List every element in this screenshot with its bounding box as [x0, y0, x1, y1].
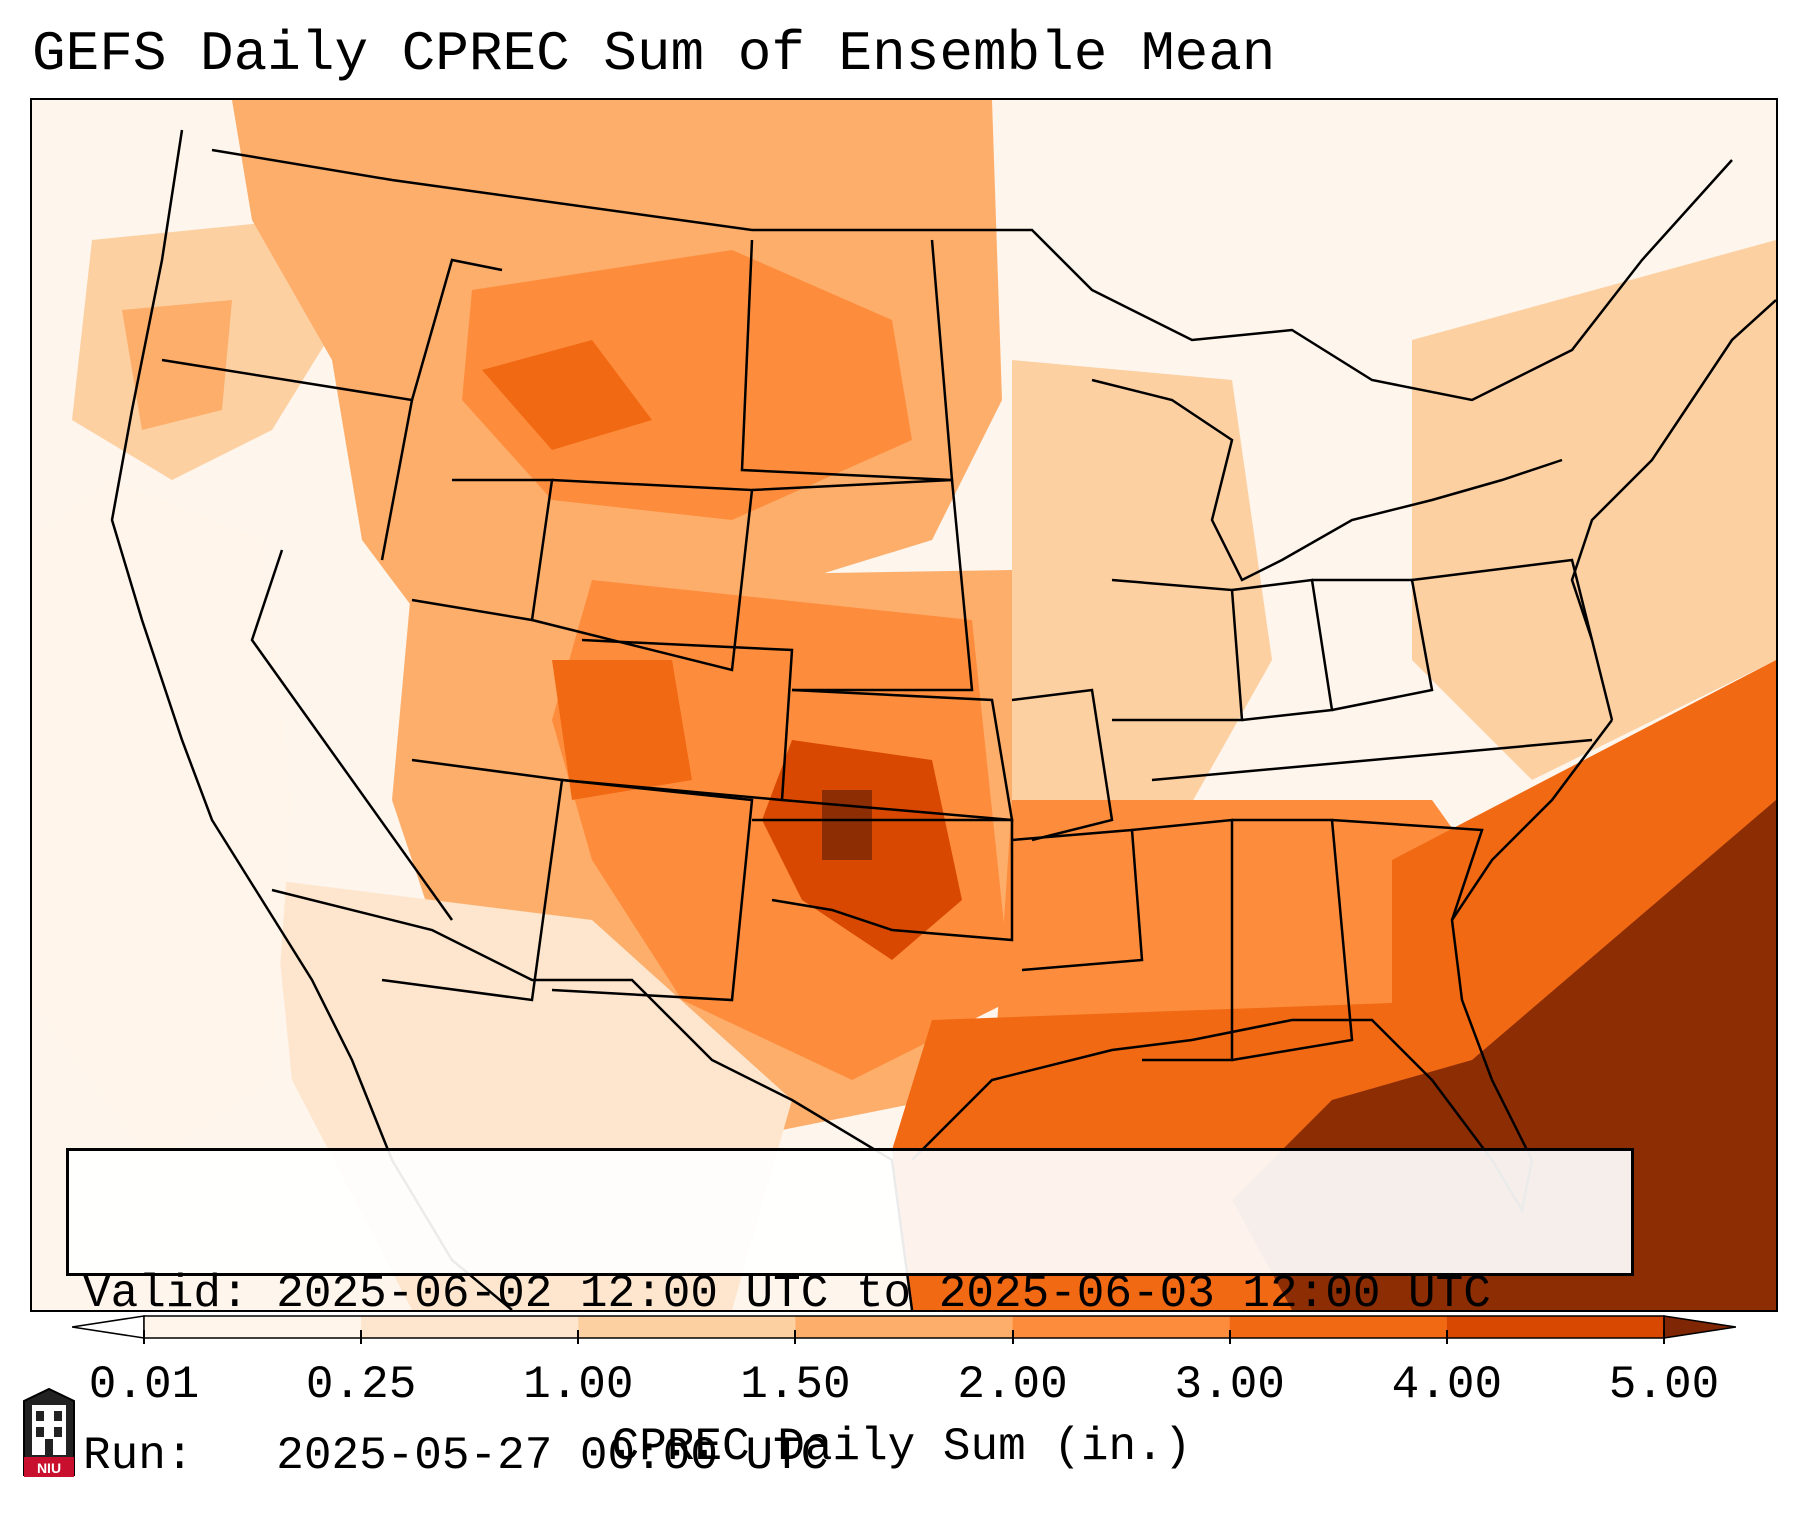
precip-region-oklahoma-peak: [822, 790, 872, 860]
colorbar-tick-label: 2.00: [957, 1359, 1068, 1411]
precip-region-west-coast-dry: [32, 480, 292, 1160]
state-line-4: [411, 478, 554, 622]
state-line-12: [752, 818, 1014, 942]
colorbar-tick: [1228, 1330, 1231, 1344]
precip-region-midwest: [1012, 360, 1272, 820]
colorbar-tick: [577, 1330, 580, 1344]
state-line-7: [751, 478, 974, 692]
precip-region-northeast: [1412, 240, 1776, 780]
state-line-19: [1231, 578, 1334, 722]
run-value: 2025-05-27 00:00 UTC: [276, 1430, 829, 1482]
state-line-20: [1312, 578, 1434, 712]
niu-logo: NIU: [23, 1387, 75, 1477]
state-line-14: [1011, 828, 1144, 972]
colorbar-ticks: [0, 1330, 1803, 1370]
state-line-16: [1231, 818, 1354, 1062]
valid-row: Valid: 2025-06-02 12:00 UTC to 2025-06-0…: [83, 1267, 1631, 1321]
state-line-15: [1131, 818, 1234, 1062]
colorbar: [72, 1315, 1736, 1339]
chart-title: GEFS Daily CPREC Sum of Ensemble Mean: [32, 22, 1276, 86]
logo-text: NIU: [37, 1460, 61, 1476]
colorbar-tick: [1663, 1330, 1665, 1344]
colorbar-tick: [794, 1330, 797, 1344]
colorbar-segment: [361, 1316, 579, 1338]
map-canvas: [32, 100, 1776, 1310]
great-lakes-outline: [1091, 378, 1563, 582]
precip-region-pacific-nw-core: [122, 300, 232, 430]
colorbar-tick-label: 5.00: [1608, 1359, 1720, 1411]
colorbar-segment: [144, 1316, 362, 1338]
precip-region-colorado-core: [552, 660, 692, 800]
colorbar-segment: [1446, 1316, 1665, 1338]
colorbar-tick-label: 0.25: [305, 1359, 417, 1411]
colorbar-segment: [578, 1316, 796, 1338]
state-line-5: [531, 478, 754, 672]
valid-label: Valid:: [83, 1268, 249, 1320]
state-line-18: [1111, 578, 1244, 722]
state-line-21: [1151, 738, 1593, 782]
colorbar-segment: [1012, 1316, 1231, 1338]
colorbar-tick-label: 1.50: [740, 1359, 851, 1411]
state-line-9: [381, 758, 564, 1002]
state-line-13: [1011, 688, 1114, 842]
precip-region-montana-core: [482, 340, 652, 450]
colorbar-tick: [1011, 1330, 1014, 1344]
colorbar-tick: [1445, 1330, 1448, 1344]
precipitation-field: [32, 100, 1776, 1310]
boundary-lines: [110, 129, 1776, 1310]
colorbar-label: CPREC Daily Sum (in.): [611, 1421, 1192, 1473]
state-line-2: [250, 549, 454, 921]
validity-info-box: Valid: 2025-06-02 12:00 UTC to 2025-06-0…: [66, 1148, 1634, 1482]
valid-value: 2025-06-02 12:00 UTC to 2025-06-03 12:00…: [276, 1268, 1491, 1320]
colorbar-tick-label: 0.01: [88, 1359, 200, 1411]
colorbar-segment: [1229, 1316, 1448, 1338]
colorbar-segment: [795, 1316, 1014, 1338]
state-line-11: [781, 688, 1014, 822]
state-line-10: [551, 778, 754, 1002]
colorbar-tick-label: 3.00: [1174, 1359, 1285, 1411]
colorbar-tick-label: 1.00: [523, 1359, 634, 1411]
run-row: Run: 2025-05-27 00:00 UTC: [83, 1429, 1631, 1483]
run-label: Run:: [83, 1430, 194, 1482]
state-line-22: [1411, 558, 1594, 641]
state-line-17: [1331, 818, 1484, 921]
state-line-8: [561, 638, 794, 802]
state-line-3: [410, 258, 503, 401]
precip-region-northern-rockies-core: [462, 250, 912, 520]
colorbar-tick-label: 4.00: [1391, 1359, 1503, 1411]
colorbar-tick: [360, 1330, 363, 1344]
colorbar-tick: [143, 1330, 145, 1344]
state-line-6: [740, 239, 954, 482]
precipitation-map: [30, 98, 1778, 1312]
us-canada-border: [211, 148, 1733, 402]
colorbar-frame: [143, 1315, 1665, 1339]
